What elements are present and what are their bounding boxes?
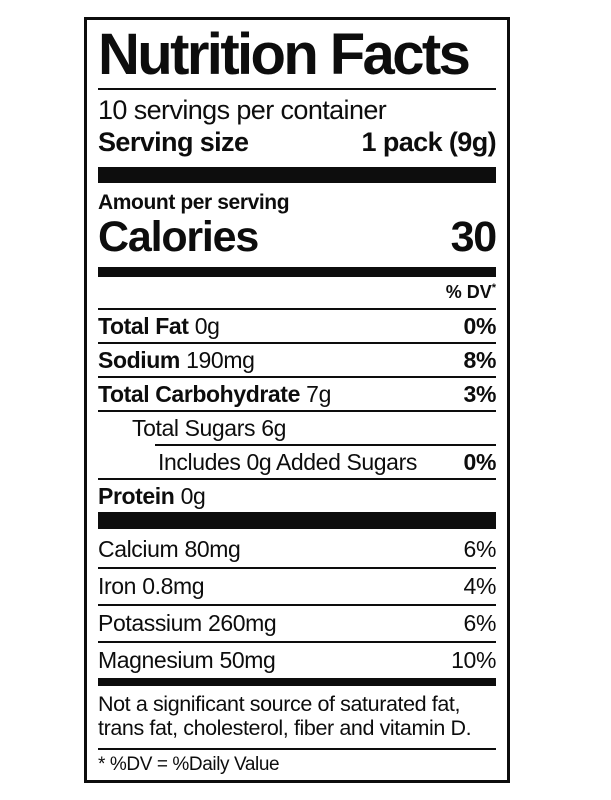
percent-dv-asterisk: * (491, 282, 496, 295)
medium-divider-bar (98, 267, 496, 278)
mineral-dv: 6% (463, 610, 497, 637)
nutrient-row-total-sugars: Total Sugars 6g (98, 410, 496, 444)
calories-value: 30 (450, 213, 498, 262)
nutrient-row-added-sugars: Includes 0g Added Sugars 0% (155, 444, 496, 478)
nutrient-dv: 3% (463, 380, 497, 407)
amount-per-serving-label: Amount per serving (98, 191, 290, 215)
nutrient-name: Total Sugars (132, 414, 256, 441)
calories-label: Calories (98, 213, 259, 262)
mineral-name: Calcium (98, 536, 179, 563)
mineral-row-magnesium: Magnesium 50mg 10% (98, 641, 496, 678)
nutrient-amount: 0g (194, 312, 220, 339)
nutrient-name: Includes 0g Added Sugars (158, 448, 417, 475)
footnote-line-1: Not a significant source of saturated fa… (98, 692, 461, 717)
mineral-amount: 80mg (184, 536, 241, 563)
mineral-name: Iron (98, 573, 137, 600)
nutrient-amount: 7g (306, 380, 331, 407)
nutrient-name-amount: Total Carbohydrate 7g (98, 381, 331, 408)
nutrient-name: Sodium (98, 346, 180, 373)
mineral-name-amount: Iron 0.8mg (98, 573, 205, 600)
mineral-name-amount: Calcium 80mg (98, 536, 241, 563)
dv-definition: * %DV = %Daily Value (98, 747, 496, 778)
nutrient-name-amount: Total Fat 0g (98, 313, 220, 340)
mineral-row-calcium: Calcium 80mg 6% (98, 532, 496, 567)
nutrient-row-protein: Protein 0g (98, 478, 496, 512)
nutrient-amount: 0g (180, 482, 206, 509)
serving-size-row: Serving size 1 pack (9g) (98, 127, 497, 159)
serving-size-value: 1 pack (9g) (361, 127, 497, 158)
mineral-name-amount: Potassium 260mg (98, 610, 277, 637)
label-title: Nutrition Facts (98, 22, 471, 87)
mineral-name: Potassium (98, 610, 202, 637)
nutrient-amount: 6g (261, 414, 287, 441)
nutrient-name: Protein (98, 482, 175, 509)
nutrient-name-amount: Includes 0g Added Sugars (158, 449, 423, 476)
percent-dv-text: % DV (445, 282, 492, 303)
nutrient-name-amount: Protein 0g (98, 482, 206, 510)
percent-dv-header: % DV* (98, 277, 496, 308)
mineral-dv: 6% (463, 536, 497, 563)
title-divider (98, 88, 496, 91)
mineral-row-potassium: Potassium 260mg 6% (98, 604, 496, 641)
nutrient-dv: 0% (463, 312, 497, 339)
mineral-row-iron: Iron 0.8mg 4% (98, 567, 496, 604)
nutrient-name-amount: Total Sugars 6g (98, 415, 286, 442)
nutrient-amount: 190mg (186, 346, 255, 373)
mineral-name: Magnesium (98, 647, 214, 674)
mineral-name-amount: Magnesium 50mg (98, 647, 276, 674)
nutrient-name: Total Fat (98, 312, 189, 339)
servings-per-container: 10 servings per container (98, 95, 387, 126)
thick-divider-bar (98, 167, 496, 184)
nutrient-name: Total Carbohydrate (98, 380, 300, 407)
mineral-amount: 260mg (207, 610, 277, 637)
nutrient-row-total-carbohydrate: Total Carbohydrate 7g 3% (98, 376, 496, 410)
nutrient-dv: 8% (463, 346, 497, 373)
serving-size-label: Serving size (98, 127, 249, 158)
nutrition-facts-label: Nutrition Facts 10 servings per containe… (84, 17, 510, 783)
calories-row: Calories 30 (98, 213, 498, 262)
mineral-dv: 4% (463, 573, 497, 600)
footnote-line-2: trans fat, cholesterol, fiber and vitami… (98, 716, 472, 741)
thick-divider-bar (98, 512, 496, 530)
mineral-dv: 10% (451, 647, 496, 674)
bottom-divider-bar (98, 678, 496, 687)
nutrient-row-sodium: Sodium 190mg 8% (98, 342, 496, 376)
not-significant-source-footnote: Not a significant source of saturated fa… (98, 686, 496, 748)
mineral-amount: 0.8mg (142, 573, 205, 600)
mineral-amount: 50mg (219, 647, 276, 674)
nutrient-dv: 0% (463, 448, 497, 475)
nutrient-row-total-fat: Total Fat 0g 0% (98, 308, 496, 342)
nutrient-name-amount: Sodium 190mg (98, 346, 255, 374)
